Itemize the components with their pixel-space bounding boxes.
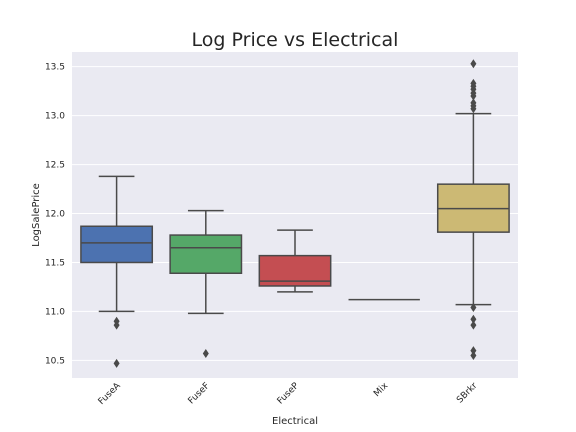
x-axis-label: Electrical [272, 416, 318, 427]
x-tick-labels: FuseA FuseF FuseP Mix SBrkr [97, 380, 480, 407]
iqr-box [169, 234, 243, 274]
chart-title: Log Price vs Electrical [192, 29, 399, 51]
box-fusef [169, 209, 243, 359]
box-fusep [258, 229, 332, 293]
outlier-point [470, 320, 477, 330]
y-tick-labels: 10.5 11.0 11.5 12.0 12.5 13.0 13.5 [45, 63, 65, 367]
outlier-point [470, 350, 477, 360]
x-tick-label: SBrkr [455, 381, 480, 406]
y-tick-label: 10.5 [45, 356, 65, 366]
box-fusea [80, 175, 154, 368]
x-tick-label: FuseP [276, 381, 302, 407]
outlier-point [113, 320, 120, 330]
x-tick-label: Mix [372, 381, 391, 400]
boxes-group [80, 59, 510, 368]
outlier-point [202, 349, 209, 359]
x-tick-label: FuseF [187, 381, 212, 406]
y-tick-label: 13.0 [45, 112, 65, 122]
y-tick-label: 12.5 [45, 161, 65, 171]
y-tick-label: 11.5 [45, 258, 65, 268]
outlier-point [470, 346, 477, 356]
outlier-point [470, 91, 477, 101]
iqr-box [80, 225, 154, 264]
outlier-point [470, 59, 477, 69]
outlier-point [113, 358, 120, 368]
y-axis-label: LogSalePrice [31, 183, 42, 247]
y-tick-label: 12.0 [45, 210, 65, 220]
box-sbrkr [436, 59, 510, 360]
outlier-point [470, 104, 477, 114]
outlier-point [470, 314, 477, 324]
x-tick-label: FuseA [97, 380, 124, 407]
y-tick-label: 11.0 [45, 307, 65, 317]
y-tick-label: 13.5 [45, 63, 65, 73]
outlier-point [470, 303, 477, 313]
